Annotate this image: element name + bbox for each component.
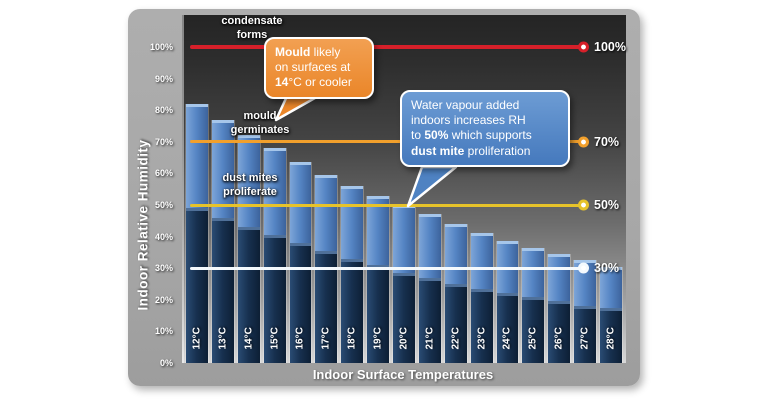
bar-temp-label: 27°C — [579, 327, 591, 350]
bar-temp-label: 28°C — [605, 327, 617, 350]
bar-25°C: 25°C — [522, 15, 545, 363]
bar-dark-segment — [522, 296, 545, 363]
ref-line-label-50: 50% — [594, 198, 620, 212]
y-tick-70: 70% — [154, 136, 173, 147]
bar-temp-label: 20°C — [398, 327, 410, 350]
ref-line-70 — [190, 140, 581, 144]
y-tick-60: 60% — [154, 168, 173, 179]
bar-dark-segment — [393, 272, 415, 363]
bar-temp-label: 23°C — [476, 327, 488, 350]
y-tick-20: 20% — [154, 294, 173, 305]
bar-temp-label: 14°C — [243, 327, 255, 350]
y-tick-90: 90% — [154, 73, 173, 84]
callout-mould-likely: Mould likely on surfaces at 14°C or cooler — [264, 37, 374, 99]
bar-temp-label: 25°C — [527, 327, 539, 350]
y-tick-30: 30% — [154, 263, 173, 274]
y-axis-ticks: 0% 10% 20% 30% 40% 50% 60% 70% 80% 90% 100% — [128, 15, 177, 368]
bar-temp-label: 19°C — [372, 327, 384, 350]
bar-24°C: 24°C — [496, 15, 519, 363]
callout-line: dust mite proliferation — [411, 143, 531, 158]
bar-dark-segment — [315, 250, 338, 363]
bar-12°C: 12°C — [186, 15, 208, 363]
bar-20°C: 20°C — [393, 15, 415, 363]
bar-dark-segment — [470, 288, 493, 363]
bar-21°C: 21°C — [418, 15, 441, 363]
bar-27°C: 27°C — [574, 15, 596, 363]
y-tick-0: 0% — [159, 358, 173, 368]
callout-line: Water vapour added — [411, 98, 520, 112]
bar-16°C: 16°C — [289, 15, 312, 363]
bar-22°C: 22°C — [444, 15, 467, 363]
bar-26°C: 26°C — [548, 15, 571, 363]
callout-line: Mould likely — [275, 45, 341, 59]
y-tick-10: 10% — [154, 326, 173, 337]
bar-temp-label: 18°C — [346, 327, 358, 350]
bars-container: 12°C 13°C 14°C 15°C 16°C 17°C 18°C 19°C 20°C 21°C… — [186, 15, 622, 363]
bar-temp-label: 13°C — [217, 327, 229, 350]
annotation-mould-germinates: mould germinates — [230, 110, 290, 136]
y-tick-100: 100% — [149, 42, 173, 52]
bar-dark-segment — [574, 306, 596, 363]
bar-dark-segment — [237, 227, 260, 363]
bar-temp-label: 26°C — [553, 327, 565, 350]
callout-tail-water-vapour — [406, 165, 458, 208]
bar-temp-label: 17°C — [320, 327, 332, 350]
bar-28°C: 28°C — [600, 15, 622, 363]
ref-line-label-70: 70% — [594, 134, 620, 149]
ref-line-label-30: 30% — [594, 261, 620, 276]
bar-dark-segment — [548, 301, 571, 363]
annotation-dust-mites-proliferate: dust mites proliferate — [222, 172, 278, 198]
callout-line: on surfaces at — [275, 60, 351, 75]
callout-line: indoors increases RH — [411, 113, 526, 128]
callout-water-vapour: Water vapour added indoors increases RH to… — [400, 90, 570, 167]
plot-area: 12°C 13°C 14°C 15°C 16°C 17°C 18°C 19°C 20°C 21°C… — [182, 15, 626, 363]
annotation-condensate-forms: condensate forms — [221, 15, 283, 41]
ref-line-50 — [190, 203, 581, 207]
y-tick-80: 80% — [154, 105, 173, 116]
ref-line-dot-30 — [578, 262, 589, 274]
bar-dark-segment — [444, 284, 467, 363]
bar-18°C: 18°C — [341, 15, 364, 363]
bar-dark-segment — [211, 217, 234, 363]
bar-dark-segment — [367, 265, 389, 363]
bar-dark-segment — [600, 307, 622, 363]
bar-temp-label: 16°C — [294, 327, 306, 350]
bar-dark-segment — [418, 277, 441, 363]
callout-line: to 50% which supports — [411, 128, 532, 143]
ref-line-30 — [190, 266, 581, 270]
bar-23°C: 23°C — [470, 15, 493, 363]
y-tick-50: 50% — [154, 200, 173, 210]
ref-line-100 — [190, 45, 581, 49]
ref-line-dot-100 — [578, 41, 589, 53]
bar-14°C: 14°C — [237, 15, 260, 363]
bar-dark-segment — [186, 208, 208, 363]
bar-dark-segment — [496, 293, 519, 363]
bar-19°C: 19°C — [367, 15, 389, 363]
bar-temp-label: 21°C — [424, 327, 436, 350]
chart-card: Indoor Relative Humidity 0% 10% 20% 30% 40% 5… — [128, 9, 640, 386]
ref-line-dot-50 — [578, 199, 589, 211]
x-axis-title: Indoor Surface Temperatures — [312, 367, 494, 382]
y-tick-40: 40% — [154, 231, 173, 242]
bar-temp-label: 24°C — [501, 327, 513, 350]
bar-13°C: 13°C — [211, 15, 234, 363]
ref-line-label-100: 100% — [594, 40, 626, 54]
bar-dark-segment — [341, 258, 364, 363]
bar-temp-label: 12°C — [191, 327, 203, 350]
bar-dark-segment — [289, 242, 312, 363]
bar-temp-label: 15°C — [269, 327, 281, 350]
ref-line-dot-70 — [578, 136, 589, 148]
callout-line: 14°C or cooler — [275, 75, 352, 90]
bar-temp-label: 22°C — [450, 327, 462, 350]
